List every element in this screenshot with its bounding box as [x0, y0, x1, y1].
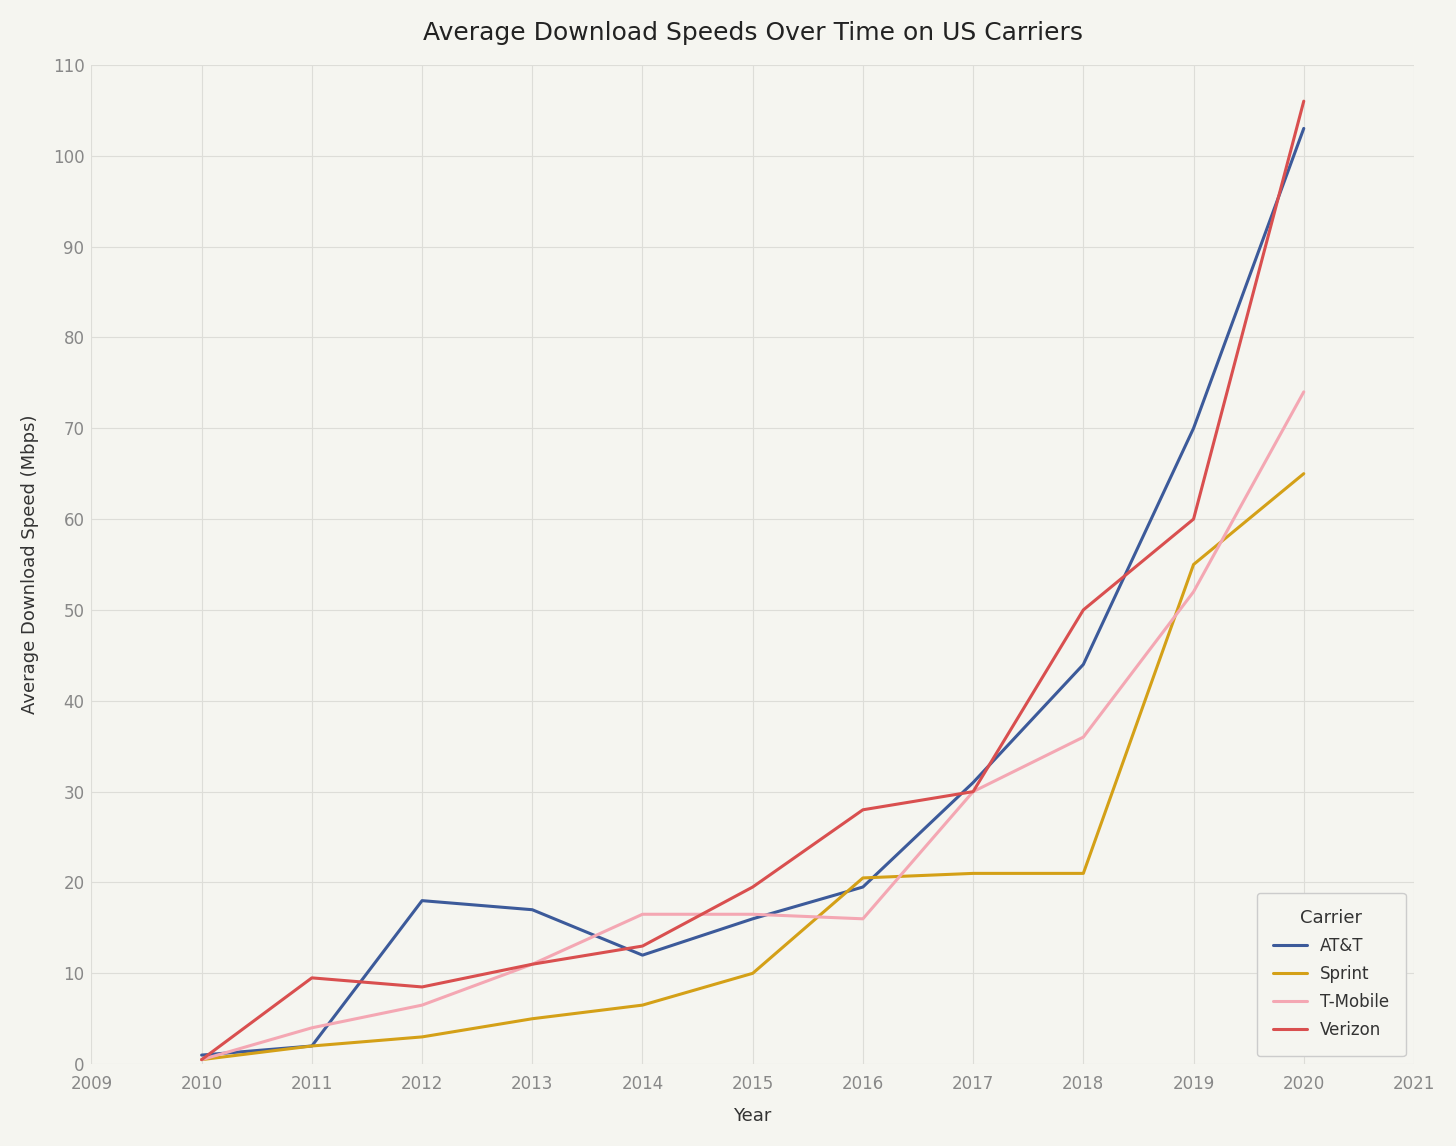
Legend: AT&T, Sprint, T-Mobile, Verizon: AT&T, Sprint, T-Mobile, Verizon: [1257, 893, 1405, 1055]
T-Mobile: [192, 1053, 210, 1067]
Sprint: [1185, 558, 1203, 572]
AT&T: [303, 1039, 320, 1053]
Sprint: [744, 966, 761, 980]
AT&T: [1294, 121, 1312, 135]
AT&T: [524, 903, 542, 917]
AT&T: [855, 880, 872, 894]
T-Mobile: [855, 912, 872, 926]
T-Mobile: [1185, 584, 1203, 598]
AT&T: [192, 1049, 210, 1062]
T-Mobile: [1075, 730, 1092, 744]
Line: T-Mobile: T-Mobile: [201, 392, 1303, 1060]
Sprint: [1294, 466, 1312, 480]
T-Mobile: [414, 998, 431, 1012]
T-Mobile: [1294, 385, 1312, 399]
AT&T: [1075, 658, 1092, 672]
Sprint: [524, 1012, 542, 1026]
Title: Average Download Speeds Over Time on US Carriers: Average Download Speeds Over Time on US …: [422, 21, 1083, 45]
Line: AT&T: AT&T: [201, 128, 1303, 1055]
T-Mobile: [524, 957, 542, 971]
Verizon: [524, 957, 542, 971]
Line: Verizon: Verizon: [201, 101, 1303, 1060]
Verizon: [1075, 603, 1092, 617]
Sprint: [414, 1030, 431, 1044]
T-Mobile: [303, 1021, 320, 1035]
AT&T: [744, 912, 761, 926]
Verizon: [303, 971, 320, 984]
AT&T: [633, 948, 651, 961]
Y-axis label: Average Download Speed (Mbps): Average Download Speed (Mbps): [20, 415, 39, 714]
T-Mobile: [744, 908, 761, 921]
Verizon: [1294, 94, 1312, 108]
AT&T: [964, 776, 981, 790]
T-Mobile: [964, 785, 981, 799]
Verizon: [744, 880, 761, 894]
Sprint: [855, 871, 872, 885]
Verizon: [855, 803, 872, 817]
Verizon: [633, 940, 651, 953]
Sprint: [964, 866, 981, 880]
Sprint: [633, 998, 651, 1012]
Verizon: [414, 980, 431, 994]
Verizon: [1185, 512, 1203, 526]
Verizon: [192, 1053, 210, 1067]
Sprint: [1075, 866, 1092, 880]
Line: Sprint: Sprint: [201, 473, 1303, 1060]
AT&T: [414, 894, 431, 908]
AT&T: [1185, 422, 1203, 435]
Sprint: [303, 1039, 320, 1053]
Verizon: [964, 785, 981, 799]
X-axis label: Year: Year: [734, 1107, 772, 1125]
T-Mobile: [633, 908, 651, 921]
Sprint: [192, 1053, 210, 1067]
